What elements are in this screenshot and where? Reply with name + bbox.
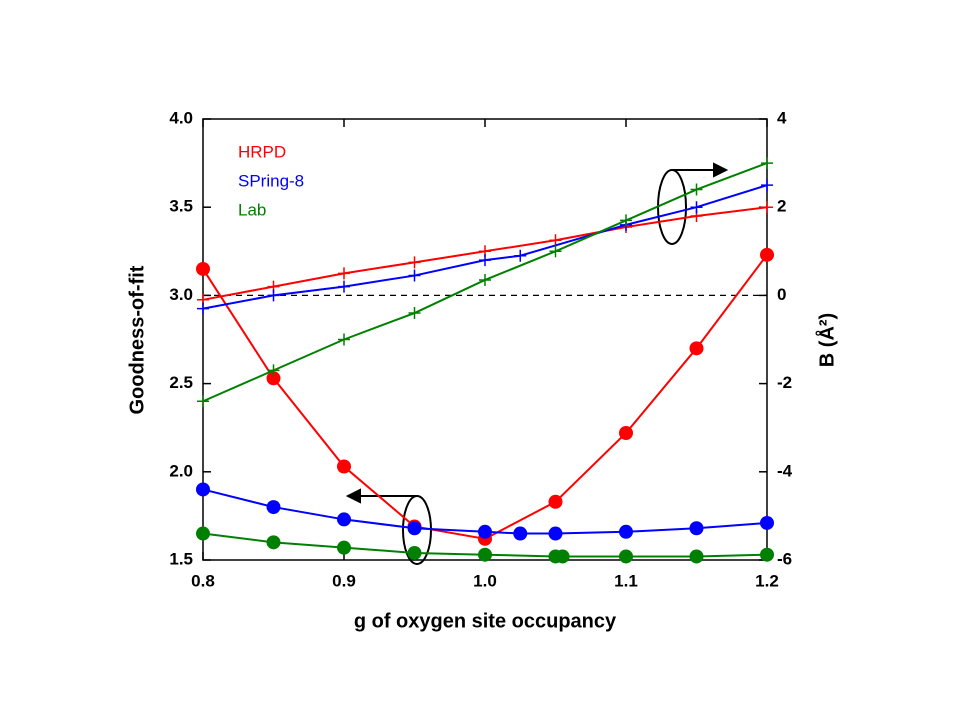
y-tick-label: 3.5 — [169, 197, 193, 216]
annotation-right-arrow — [657, 162, 729, 245]
point — [338, 333, 350, 346]
point — [514, 249, 527, 262]
point — [267, 289, 280, 302]
point — [619, 549, 633, 564]
y2-tick-label: 0 — [777, 285, 786, 304]
point — [337, 540, 351, 555]
point — [555, 549, 570, 564]
point — [689, 341, 704, 356]
y-tick-label: 2.5 — [169, 373, 193, 392]
point — [407, 545, 422, 560]
legend-entry: Lab — [238, 200, 266, 219]
point — [760, 515, 774, 530]
point — [196, 261, 210, 276]
point — [337, 512, 351, 527]
y-tick-label: 3.0 — [169, 285, 193, 304]
legend-entry: HRPD — [238, 142, 286, 161]
point — [408, 269, 421, 282]
point — [196, 482, 210, 497]
series-line — [202, 532, 768, 558]
point — [337, 459, 351, 474]
x-axis-label: g of oxygen site occupancy — [354, 610, 617, 632]
point — [690, 183, 703, 196]
point — [689, 521, 704, 536]
point — [479, 273, 491, 286]
y-tick-label: 1.5 — [169, 549, 193, 568]
x-tick-label: 1.0 — [473, 571, 497, 590]
x-tick-label: 1.1 — [614, 571, 638, 590]
point — [549, 245, 562, 258]
point — [267, 364, 280, 377]
point — [760, 547, 774, 562]
series-line — [202, 254, 768, 540]
point — [408, 256, 421, 269]
y2-tick-label: 4 — [777, 108, 787, 127]
x-tick-label: 0.9 — [332, 571, 356, 590]
point — [761, 179, 773, 192]
point — [689, 549, 704, 564]
point — [760, 247, 774, 262]
point — [338, 267, 350, 280]
point — [266, 371, 281, 386]
point — [478, 524, 492, 539]
point — [197, 302, 209, 315]
y2-tick-label: -2 — [777, 373, 792, 392]
y-axis-label: Goodness-of-fit — [126, 265, 148, 414]
point — [761, 157, 773, 170]
point — [548, 526, 563, 541]
point — [408, 307, 421, 320]
point — [620, 214, 632, 227]
point — [549, 234, 562, 247]
point — [479, 254, 491, 267]
point — [761, 201, 773, 214]
x-tick-label: 0.8 — [191, 571, 215, 590]
point — [266, 500, 281, 515]
x-tick-label: 1.2 — [755, 571, 779, 590]
point — [619, 425, 633, 440]
point — [266, 535, 281, 550]
point — [338, 280, 350, 293]
point — [513, 526, 528, 541]
y-tick-label: 2.0 — [169, 461, 193, 480]
point — [197, 395, 209, 408]
series-line — [202, 488, 768, 535]
y2-tick-label: -6 — [777, 549, 792, 568]
y-tick-label: 4.0 — [169, 108, 193, 127]
point — [619, 524, 633, 539]
legend-entry: SPring-8 — [238, 171, 304, 190]
point — [407, 521, 422, 536]
y2-axis-label: B (Å²) — [814, 313, 838, 367]
point — [690, 201, 703, 214]
point — [196, 526, 210, 541]
y2-tick-label: 2 — [777, 197, 786, 216]
y2-tick-label: -4 — [777, 461, 793, 480]
point — [548, 494, 563, 509]
point — [478, 547, 492, 562]
